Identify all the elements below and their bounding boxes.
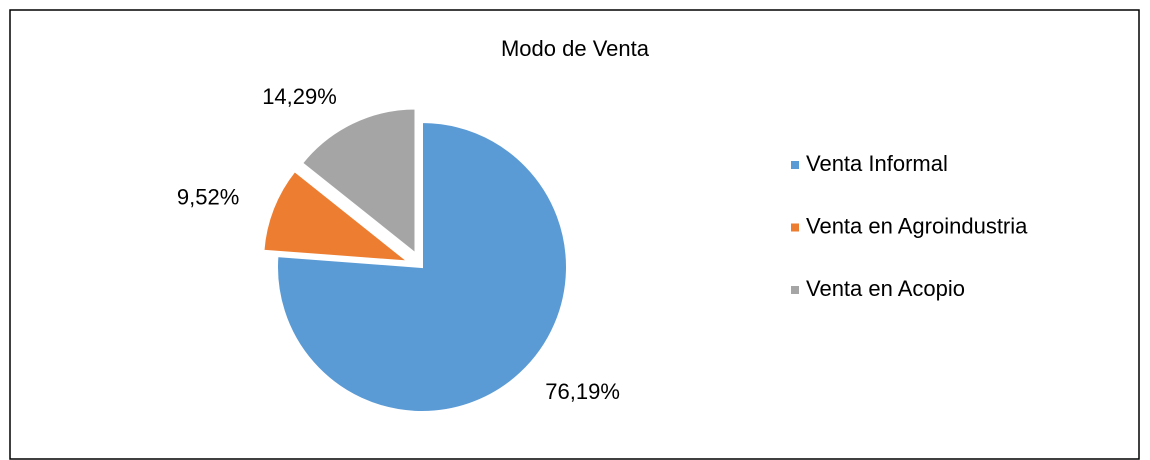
- chart-frame: [9, 9, 1140, 460]
- data-label: 14,29%: [262, 84, 337, 109]
- legend-swatch: [791, 161, 799, 169]
- pie-slice: [276, 120, 568, 413]
- data-label: 9,52%: [177, 184, 239, 209]
- pie-slice: [262, 169, 412, 263]
- pie-slice: [300, 107, 417, 256]
- legend-label: Venta en Acopio: [806, 276, 965, 301]
- legend-swatch: [791, 286, 799, 294]
- chart-title: Modo de Venta: [501, 36, 650, 61]
- data-label: 76,19%: [545, 379, 620, 404]
- legend-label: Venta en Agroindustria: [806, 213, 1028, 238]
- legend-label: Venta Informal: [806, 151, 948, 176]
- legend-swatch: [791, 223, 799, 232]
